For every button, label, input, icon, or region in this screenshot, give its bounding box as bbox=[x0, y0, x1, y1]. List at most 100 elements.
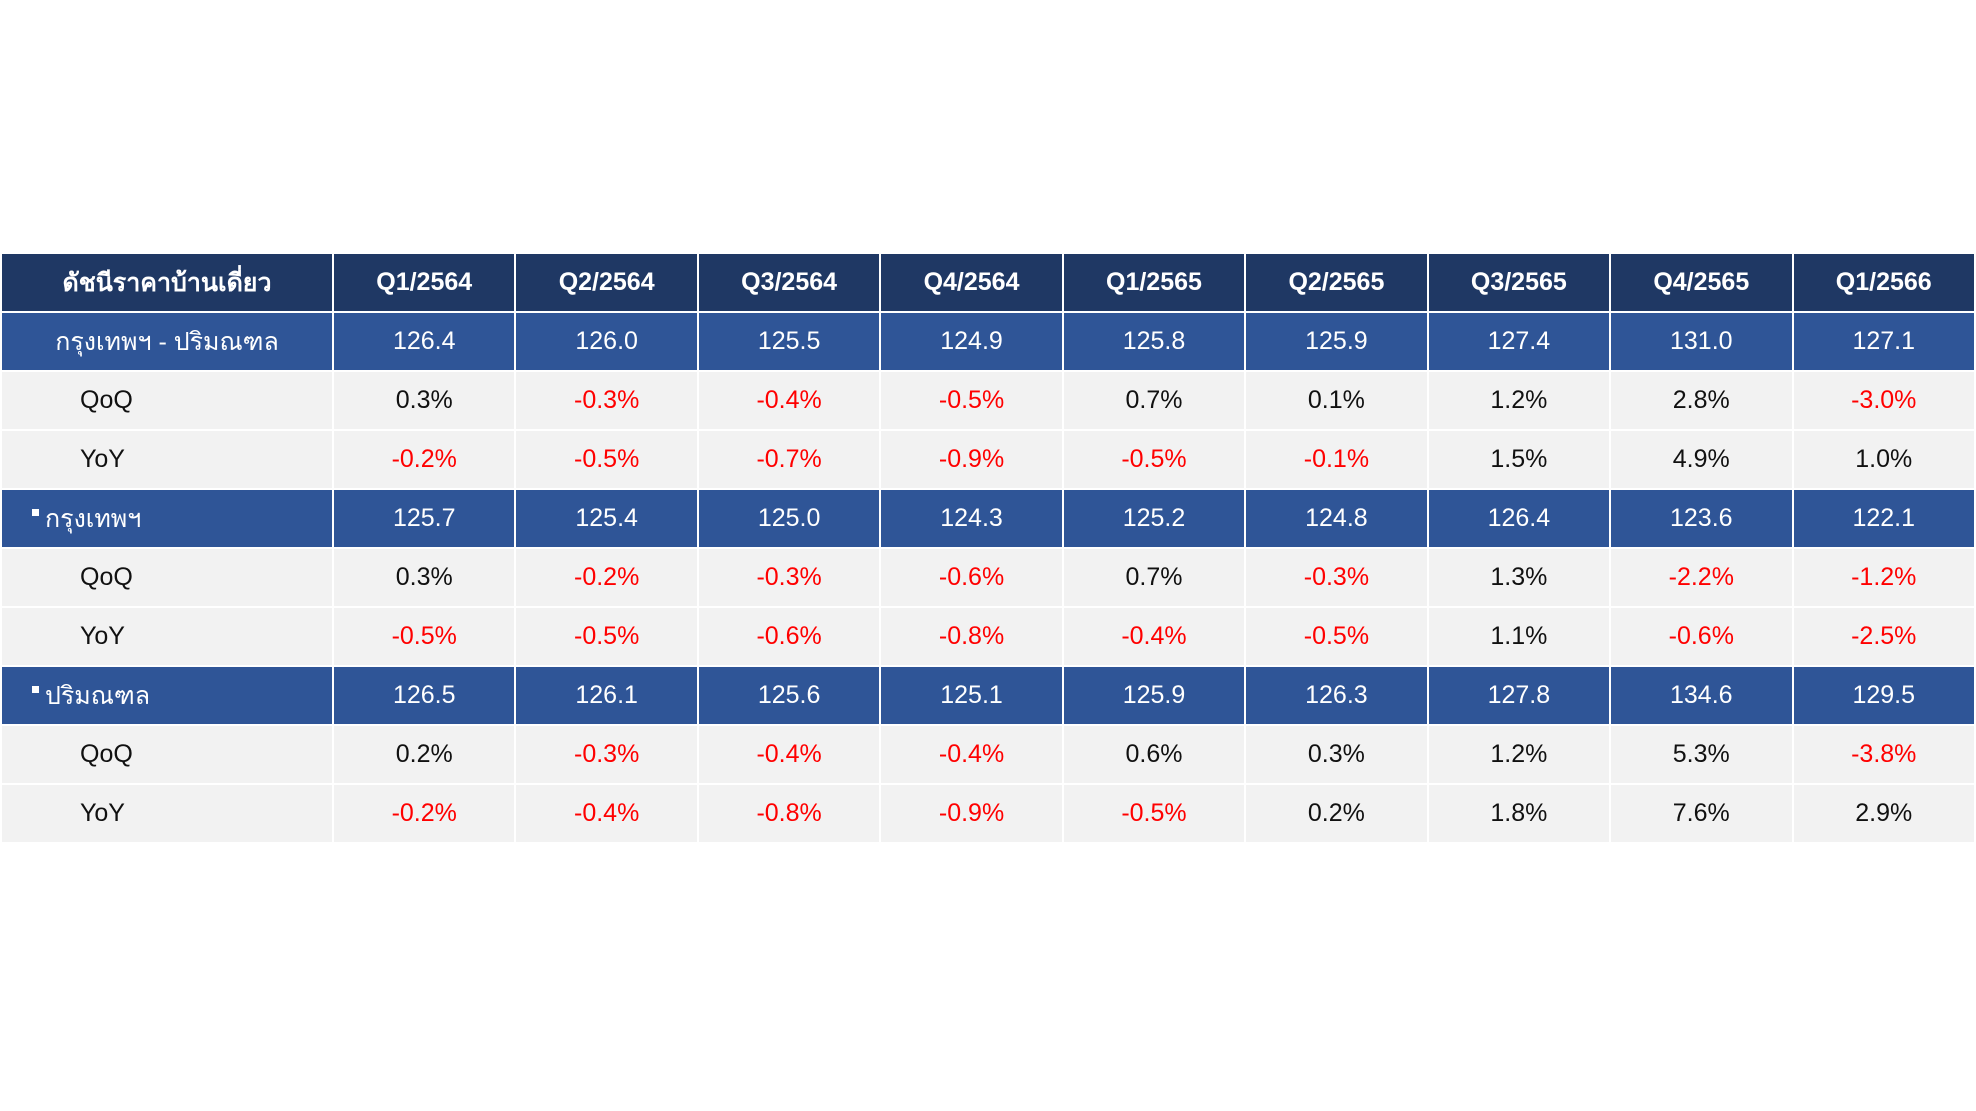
change-cell: -0.2% bbox=[516, 549, 697, 606]
change-cell: -0.5% bbox=[516, 608, 697, 665]
index-cell: 125.5 bbox=[698, 313, 880, 370]
change-cell: 1.2% bbox=[1428, 726, 1610, 783]
index-cell: 122.1 bbox=[1793, 490, 1974, 547]
change-cell: 0.2% bbox=[1246, 785, 1427, 842]
yoy-label: YoY bbox=[2, 608, 332, 665]
index-cell: 125.6 bbox=[698, 667, 880, 724]
index-cell: 126.4 bbox=[334, 313, 515, 370]
change-cell: 1.8% bbox=[1428, 785, 1610, 842]
change-cell: -0.5% bbox=[516, 431, 697, 488]
change-cell: -0.3% bbox=[1246, 549, 1427, 606]
change-cell: 7.6% bbox=[1611, 785, 1792, 842]
change-cell: -0.6% bbox=[1611, 608, 1792, 665]
index-cell: 126.3 bbox=[1246, 667, 1427, 724]
change-cell: 2.8% bbox=[1611, 372, 1792, 429]
change-cell: -3.8% bbox=[1793, 726, 1974, 783]
index-cell: 126.4 bbox=[1428, 490, 1610, 547]
house-price-index-table: ดัชนีราคาบ้านเดี่ยว Q1/2564 Q2/2564 Q3/2… bbox=[0, 252, 1976, 844]
table-header-row: ดัชนีราคาบ้านเดี่ยว Q1/2564 Q2/2564 Q3/2… bbox=[2, 254, 1974, 311]
column-header: Q1/2566 bbox=[1793, 254, 1974, 311]
change-cell: 0.3% bbox=[334, 372, 515, 429]
change-cell: 0.2% bbox=[334, 726, 515, 783]
index-cell: 124.3 bbox=[881, 490, 1062, 547]
group-index-row: กรุงเทพฯ 125.7 125.4 125.0 124.3 125.2 1… bbox=[2, 490, 1974, 547]
index-cell: 125.0 bbox=[698, 490, 880, 547]
change-cell: -0.4% bbox=[516, 785, 697, 842]
bullet-icon bbox=[32, 685, 39, 693]
group-label-cell: กรุงเทพฯ bbox=[2, 490, 332, 547]
change-cell: -1.2% bbox=[1793, 549, 1974, 606]
yoy-row: YoY -0.2% -0.5% -0.7% -0.9% -0.5% -0.1% … bbox=[2, 431, 1974, 488]
index-cell: 125.4 bbox=[516, 490, 697, 547]
qoq-row: QoQ 0.2% -0.3% -0.4% -0.4% 0.6% 0.3% 1.2… bbox=[2, 726, 1974, 783]
change-cell: 0.1% bbox=[1246, 372, 1427, 429]
change-cell: 0.3% bbox=[334, 549, 515, 606]
change-cell: -0.3% bbox=[516, 372, 697, 429]
change-cell: -0.9% bbox=[881, 431, 1062, 488]
change-cell: -0.7% bbox=[698, 431, 880, 488]
change-cell: -0.5% bbox=[881, 372, 1062, 429]
yoy-row: YoY -0.5% -0.5% -0.6% -0.8% -0.4% -0.5% … bbox=[2, 608, 1974, 665]
group-label: กรุงเทพฯ - ปริมณฑล bbox=[2, 313, 332, 370]
column-header: Q1/2564 bbox=[334, 254, 515, 311]
qoq-label: QoQ bbox=[2, 372, 332, 429]
index-cell: 131.0 bbox=[1611, 313, 1792, 370]
change-cell: 0.6% bbox=[1063, 726, 1245, 783]
change-cell: 0.7% bbox=[1063, 372, 1245, 429]
bullet-icon bbox=[32, 508, 39, 516]
change-cell: -0.6% bbox=[698, 608, 880, 665]
change-cell: -2.5% bbox=[1793, 608, 1974, 665]
change-cell: -0.5% bbox=[1063, 431, 1245, 488]
index-cell: 125.1 bbox=[881, 667, 1062, 724]
index-cell: 134.6 bbox=[1611, 667, 1792, 724]
yoy-label: YoY bbox=[2, 785, 332, 842]
qoq-row: QoQ 0.3% -0.3% -0.4% -0.5% 0.7% 0.1% 1.2… bbox=[2, 372, 1974, 429]
change-cell: -3.0% bbox=[1793, 372, 1974, 429]
change-cell: 5.3% bbox=[1611, 726, 1792, 783]
qoq-label: QoQ bbox=[2, 549, 332, 606]
change-cell: -0.4% bbox=[1063, 608, 1245, 665]
index-cell: 127.1 bbox=[1793, 313, 1974, 370]
yoy-row: YoY -0.2% -0.4% -0.8% -0.9% -0.5% 0.2% 1… bbox=[2, 785, 1974, 842]
group-index-row: กรุงเทพฯ - ปริมณฑล 126.4 126.0 125.5 124… bbox=[2, 313, 1974, 370]
change-cell: -0.6% bbox=[881, 549, 1062, 606]
change-cell: 2.9% bbox=[1793, 785, 1974, 842]
change-cell: -0.8% bbox=[881, 608, 1062, 665]
index-cell: 125.9 bbox=[1063, 667, 1245, 724]
index-cell: 125.8 bbox=[1063, 313, 1245, 370]
change-cell: -0.2% bbox=[334, 785, 515, 842]
group-label: กรุงเทพฯ bbox=[45, 504, 142, 533]
index-cell: 124.8 bbox=[1246, 490, 1427, 547]
column-header: Q4/2565 bbox=[1611, 254, 1792, 311]
change-cell: -0.4% bbox=[698, 726, 880, 783]
column-header: Q2/2565 bbox=[1246, 254, 1427, 311]
index-cell: 127.4 bbox=[1428, 313, 1610, 370]
column-header: Q1/2565 bbox=[1063, 254, 1245, 311]
group-label-cell: ปริมณฑล bbox=[2, 667, 332, 724]
index-cell: 125.9 bbox=[1246, 313, 1427, 370]
change-cell: 4.9% bbox=[1611, 431, 1792, 488]
change-cell: 0.3% bbox=[1246, 726, 1427, 783]
change-cell: -0.4% bbox=[881, 726, 1062, 783]
change-cell: -0.4% bbox=[698, 372, 880, 429]
change-cell: -0.9% bbox=[881, 785, 1062, 842]
group-index-row: ปริมณฑล 126.5 126.1 125.6 125.1 125.9 12… bbox=[2, 667, 1974, 724]
change-cell: -0.8% bbox=[698, 785, 880, 842]
change-cell: -2.2% bbox=[1611, 549, 1792, 606]
index-cell: 125.2 bbox=[1063, 490, 1245, 547]
column-header: Q3/2564 bbox=[698, 254, 880, 311]
index-cell: 126.0 bbox=[516, 313, 697, 370]
change-cell: 1.0% bbox=[1793, 431, 1974, 488]
change-cell: -0.5% bbox=[334, 608, 515, 665]
change-cell: 1.1% bbox=[1428, 608, 1610, 665]
column-header: Q3/2565 bbox=[1428, 254, 1610, 311]
change-cell: 1.2% bbox=[1428, 372, 1610, 429]
change-cell: -0.3% bbox=[698, 549, 880, 606]
change-cell: 1.3% bbox=[1428, 549, 1610, 606]
column-header: Q4/2564 bbox=[881, 254, 1062, 311]
index-cell: 127.8 bbox=[1428, 667, 1610, 724]
group-label: ปริมณฑล bbox=[45, 681, 151, 710]
table-title: ดัชนีราคาบ้านเดี่ยว bbox=[2, 254, 332, 311]
change-cell: -0.5% bbox=[1063, 785, 1245, 842]
index-cell: 124.9 bbox=[881, 313, 1062, 370]
